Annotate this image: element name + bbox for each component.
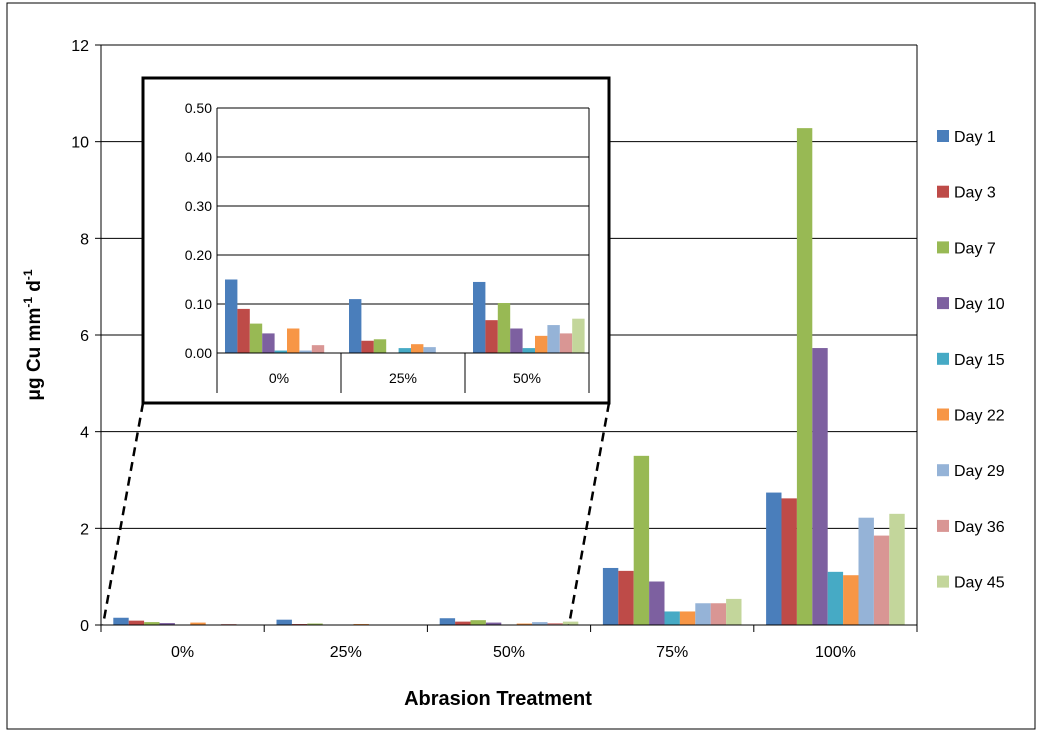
- legend-swatch: [937, 464, 949, 476]
- legend-label: Day 7: [954, 240, 996, 257]
- bar: [828, 572, 843, 625]
- bar: [649, 582, 664, 626]
- legend-swatch: [937, 130, 949, 142]
- bar: [843, 575, 858, 625]
- y-axis-label: μg Cu mm-1 d-1: [21, 269, 45, 400]
- bar: [618, 571, 633, 625]
- bar: [797, 128, 812, 625]
- inset-x-tick-label: 25%: [389, 370, 417, 386]
- bar: [726, 599, 741, 625]
- bar: [782, 498, 797, 625]
- legend-label: Day 10: [954, 296, 1005, 313]
- legend-swatch: [937, 409, 949, 421]
- bar: [665, 611, 680, 625]
- y-axis-label-mid: d: [24, 280, 45, 297]
- inset-bar: [399, 348, 411, 353]
- legend-label: Day 22: [954, 408, 1005, 425]
- inset-y-tick-label: 0.30: [185, 198, 212, 214]
- inset-y-tick-label: 0.50: [185, 100, 212, 116]
- legend-label: Day 3: [954, 185, 996, 202]
- bar: [680, 611, 695, 625]
- inset-y-tick-label: 0.40: [185, 149, 212, 165]
- y-tick-label: 6: [80, 328, 89, 345]
- y-tick-label: 0: [80, 618, 89, 635]
- bar: [129, 621, 144, 625]
- inset-bar: [473, 282, 485, 353]
- y-axis-label-sup1: -1: [21, 297, 35, 308]
- x-axis-label: Abrasion Treatment: [404, 688, 592, 710]
- bar: [695, 603, 710, 625]
- y-axis-label-main: μg Cu mm: [24, 308, 45, 401]
- y-tick-label: 8: [80, 231, 89, 248]
- bar: [440, 618, 455, 625]
- inset-bar: [262, 333, 274, 353]
- inset-x-tick-label: 50%: [513, 370, 541, 386]
- y-axis-label-sup2: -1: [21, 269, 35, 280]
- x-tick-label: 75%: [656, 644, 688, 661]
- inset-bar: [485, 320, 497, 353]
- legend-swatch: [937, 520, 949, 532]
- inset-x-tick-label: 0%: [269, 370, 289, 386]
- bar: [874, 536, 889, 625]
- inset-bar: [349, 299, 361, 353]
- legend-swatch: [937, 186, 949, 198]
- bar: [711, 603, 726, 625]
- x-tick-label: 25%: [330, 644, 362, 661]
- x-tick-label: 0%: [171, 644, 194, 661]
- inset-bar: [535, 336, 547, 353]
- bar: [634, 456, 649, 625]
- legend-swatch: [937, 297, 949, 309]
- inset-bar: [547, 325, 559, 353]
- inset-plot: 0.00 0.10 0.20 0.30 0.40 0.50 0% 25% 50%: [143, 78, 609, 403]
- y-tick-label: 4: [80, 425, 89, 442]
- inset-y-tick-label: 0.20: [185, 247, 212, 263]
- legend-label: Day 15: [954, 352, 1005, 369]
- y-tick-label: 2: [80, 521, 89, 538]
- bar: [766, 493, 781, 625]
- legend-label: Day 45: [954, 575, 1005, 592]
- inset-y-tick-label: 0.00: [185, 345, 212, 361]
- inset-bar: [510, 329, 522, 354]
- legend-swatch: [937, 241, 949, 253]
- x-tick-label: 100%: [815, 644, 856, 661]
- bar: [859, 518, 874, 625]
- inset-bar: [225, 280, 237, 354]
- inset-bar: [250, 324, 262, 353]
- inset-bar: [523, 348, 535, 353]
- inset-border: [143, 78, 609, 403]
- legend-label: Day 1: [954, 129, 996, 146]
- bar: [455, 622, 470, 625]
- bar: [603, 568, 618, 625]
- inset-bar: [411, 344, 423, 353]
- bar: [471, 620, 486, 625]
- y-tick-label: 12: [71, 38, 89, 55]
- inset-bar: [572, 319, 584, 353]
- inset-y-tick-label: 0.10: [185, 296, 212, 312]
- inset-bar: [374, 339, 386, 353]
- inset-bar: [312, 345, 324, 353]
- bar: [113, 618, 128, 625]
- bar: [277, 620, 292, 625]
- inset-bar: [423, 347, 435, 353]
- bar: [563, 622, 578, 625]
- bar: [812, 348, 827, 625]
- legend-swatch: [937, 353, 949, 365]
- inset-bar: [560, 333, 572, 353]
- y-tick-label: 10: [71, 135, 89, 152]
- legend-swatch: [937, 576, 949, 588]
- bar: [889, 514, 904, 625]
- legend-label: Day 36: [954, 519, 1005, 536]
- inset-bar: [498, 303, 510, 353]
- legend-label: Day 29: [954, 463, 1005, 480]
- inset-bar: [237, 309, 249, 353]
- x-tick-label: 50%: [493, 644, 525, 661]
- inset-bar: [287, 329, 299, 354]
- inset-bar: [361, 341, 373, 353]
